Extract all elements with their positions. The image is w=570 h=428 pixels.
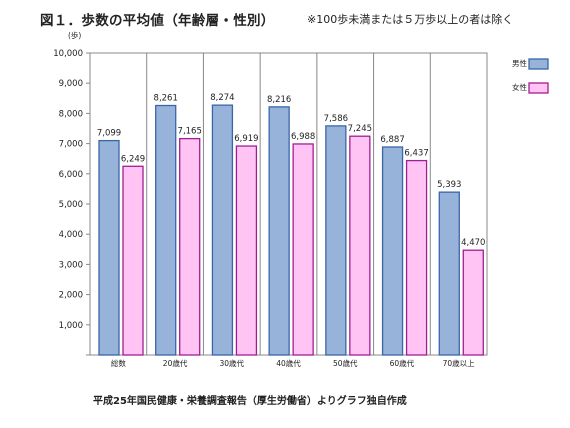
category-separators — [146, 53, 431, 355]
bar-male — [155, 104, 177, 356]
category-label: 50歳代 — [333, 358, 358, 368]
y-axis-ticks: 1,000 2,000 3,000 4,000 5,000 6,000 7,000 8,000… — [53, 49, 90, 356]
bar-female — [462, 249, 484, 356]
data-label: 6,919 — [234, 134, 258, 144]
category-label: 総数 — [111, 358, 126, 368]
data-label: 6,249 — [121, 154, 145, 164]
bar-male — [268, 106, 290, 356]
bar-female — [235, 145, 258, 356]
y-axis-unit: (歩) — [68, 30, 81, 40]
bar-male — [211, 104, 234, 356]
data-label: 6,988 — [291, 132, 315, 142]
y-tick-label: 1,000 — [59, 321, 83, 331]
category-label: 70歳以上 — [443, 358, 476, 368]
bar-female — [405, 159, 428, 356]
bar-female — [292, 143, 314, 356]
legend-label: 女性 — [512, 82, 527, 92]
bar-male — [438, 191, 460, 356]
data-label: 6,887 — [380, 135, 404, 145]
bar-male — [381, 146, 404, 356]
category-label: 30歳代 — [220, 358, 245, 368]
legend-swatch-female — [528, 82, 549, 94]
bar-female — [349, 135, 371, 356]
chart-title: 図１．歩数の平均値（年齢層・性別） — [40, 13, 275, 29]
y-tick-label: 10,000 — [53, 49, 83, 59]
data-label: 5,393 — [437, 180, 461, 190]
data-label: 8,274 — [210, 93, 234, 103]
data-label: 4,470 — [461, 238, 485, 248]
category-label: 20歳代 — [163, 358, 188, 368]
y-tick-label: 6,000 — [59, 170, 83, 180]
y-tick-label: 9,000 — [59, 79, 83, 89]
category-label: 40歳代 — [276, 358, 301, 368]
y-tick-label: 8,000 — [59, 109, 83, 119]
bar-male — [325, 125, 347, 356]
data-label: 7,586 — [324, 114, 348, 124]
data-label: 7,099 — [97, 129, 121, 139]
data-label: 7,165 — [178, 127, 202, 137]
category-labels: 総数 20歳代 30歳代 40歳代 50歳代 60歳代 70歳以上 — [111, 358, 475, 368]
legend-label: 男性 — [512, 58, 527, 68]
data-label: 8,216 — [267, 95, 291, 105]
bar-male — [98, 139, 120, 356]
y-tick-label: 5,000 — [59, 200, 83, 210]
bars-group — [98, 104, 484, 356]
y-tick-label: 7,000 — [59, 140, 83, 150]
bar-female — [179, 137, 201, 356]
data-label: 7,245 — [348, 124, 372, 134]
category-label: 60歳代 — [390, 358, 415, 368]
data-label: 8,261 — [154, 94, 178, 104]
bar-female — [122, 165, 144, 356]
exclusion-note: ※100歩未満または５万歩以上の者は除く — [307, 13, 514, 26]
y-tick-label: 4,000 — [59, 230, 83, 240]
data-label: 6,437 — [404, 149, 428, 159]
legend-swatch-male — [528, 58, 549, 70]
source-note: 平成25年国民健康・栄養調査報告（厚生労働省）よりグラフ独自作成 — [93, 396, 407, 407]
data-labels-group: 7,099 6,249 8,261 7,165 8,274 6,919 8,216 6,988… — [97, 93, 486, 248]
y-tick-label: 3,000 — [59, 260, 83, 270]
y-tick-label: 2,000 — [59, 291, 83, 301]
